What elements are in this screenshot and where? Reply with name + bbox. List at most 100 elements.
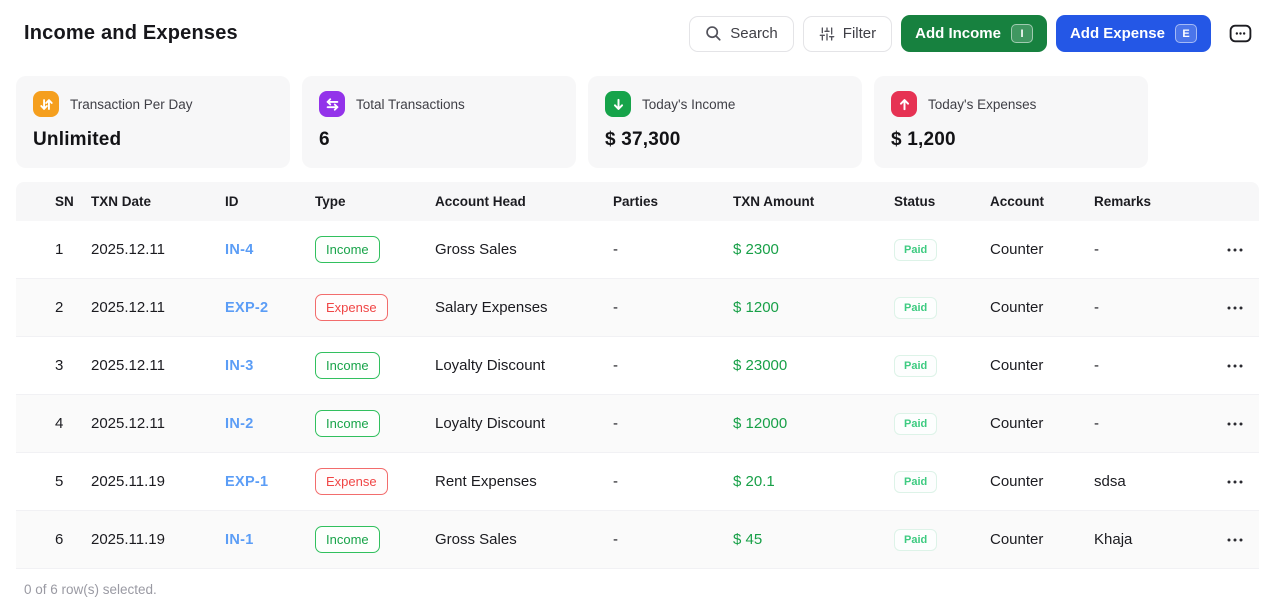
add-income-shortcut-badge: I <box>1010 24 1033 43</box>
cell-txn-date: 2025.12.11 <box>91 241 165 258</box>
table-body: 1 2025.12.11 IN-4 Income Gross Sales - $ 2300 P… <box>16 221 1259 569</box>
stat-value: $ 1,200 <box>891 129 956 150</box>
txn-id-link[interactable]: EXP-1 <box>225 474 269 490</box>
ellipsis-icon <box>1227 306 1243 310</box>
row-actions-button[interactable] <box>1227 306 1259 310</box>
ellipsis-icon <box>1227 248 1243 252</box>
column-header-id: ID <box>225 194 239 209</box>
search-button-label: Search <box>730 25 778 42</box>
cell-txn-date: 2025.12.11 <box>91 357 165 374</box>
cell-remarks: - <box>1094 415 1099 432</box>
more-options-button[interactable] <box>1226 20 1255 47</box>
arrows-up-down-icon <box>33 91 59 117</box>
cell-txn-amount: $ 23000 <box>733 357 788 374</box>
cell-account: Counter <box>990 241 1044 258</box>
cell-account-head: Rent Expenses <box>435 473 537 490</box>
add-expense-shortcut-badge: E <box>1175 24 1197 43</box>
stat-value: 6 <box>319 129 330 150</box>
cell-sn: 4 <box>55 415 64 432</box>
cell-sn: 3 <box>55 357 64 374</box>
cell-remarks: - <box>1094 357 1099 374</box>
ellipsis-icon <box>1227 538 1243 542</box>
cell-id: IN-2 <box>225 415 315 432</box>
type-badge: Expense <box>315 294 388 321</box>
column-header-type: Type <box>315 194 346 209</box>
add-expense-button[interactable]: Add Expense E <box>1055 15 1211 52</box>
cell-remarks: - <box>1094 299 1099 316</box>
table-row: 2 2025.12.11 EXP-2 Expense Salary Expenses - $… <box>16 279 1259 337</box>
table-header-row: SN TXN Date ID Type Account Head Parties TXN A… <box>16 182 1259 221</box>
cell-txn-amount: $ 2300 <box>733 241 779 258</box>
header-actions: Search Filter Add Income I Add Expense E <box>689 15 1255 52</box>
txn-id-link[interactable]: IN-4 <box>225 242 254 258</box>
row-actions-button[interactable] <box>1227 248 1259 252</box>
stat-card-total-transactions: Total Transactions 6 <box>302 76 576 168</box>
cell-txn-date: 2025.11.19 <box>91 531 165 548</box>
cell-account: Counter <box>990 415 1044 432</box>
cell-type: Expense <box>315 468 435 495</box>
cell-sn: 2 <box>55 299 64 316</box>
txn-id-link[interactable]: IN-1 <box>225 532 254 548</box>
cell-status: Paid <box>894 470 990 493</box>
type-badge: Income <box>315 526 380 553</box>
cell-type: Income <box>315 352 435 379</box>
txn-id-link[interactable]: EXP-2 <box>225 300 269 316</box>
row-actions-button[interactable] <box>1227 538 1259 542</box>
status-badge: Paid <box>894 528 938 551</box>
cell-account: Counter <box>990 531 1044 548</box>
cell-id: EXP-2 <box>225 299 315 316</box>
stat-card-todays-income: Today's Income $ 37,300 <box>588 76 862 168</box>
filter-sliders-icon <box>819 26 835 42</box>
cell-txn-amount: $ 20.1 <box>733 473 775 490</box>
cell-id: IN-4 <box>225 241 315 258</box>
cell-account-head: Salary Expenses <box>435 299 548 316</box>
cell-account: Counter <box>990 357 1044 374</box>
stat-value: $ 37,300 <box>605 129 681 150</box>
cell-parties: - <box>613 473 618 490</box>
cell-type: Income <box>315 410 435 437</box>
cell-parties: - <box>613 299 618 316</box>
cell-id: EXP-1 <box>225 473 315 490</box>
stat-label: Total Transactions <box>356 96 465 112</box>
cell-remarks: sdsa <box>1094 473 1126 490</box>
add-expense-button-label: Add Expense <box>1069 25 1165 42</box>
cell-account-head: Gross Sales <box>435 531 517 548</box>
column-header-parties: Parties <box>613 194 659 209</box>
table-row: 4 2025.12.11 IN-2 Income Loyalty Discount - $ … <box>16 395 1259 453</box>
add-income-button[interactable]: Add Income I <box>901 15 1047 52</box>
cell-status: Paid <box>894 354 990 377</box>
top-bar: Income and Expenses Search Filter A <box>0 0 1275 64</box>
column-header-txn-date: TXN Date <box>91 194 152 209</box>
txn-id-link[interactable]: IN-3 <box>225 358 254 374</box>
search-icon <box>705 25 722 42</box>
ellipsis-icon <box>1227 480 1243 484</box>
cell-parties: - <box>613 415 618 432</box>
stat-label: Today's Expenses <box>928 96 1037 112</box>
cell-id: IN-3 <box>225 357 315 374</box>
cell-status: Paid <box>894 296 990 319</box>
cell-sn: 5 <box>55 473 64 490</box>
txn-id-link[interactable]: IN-2 <box>225 416 254 432</box>
stat-cards: Transaction Per Day Unlimited Total Tran… <box>0 64 1275 168</box>
cell-txn-date: 2025.12.11 <box>91 299 165 316</box>
cell-txn-date: 2025.11.19 <box>91 473 165 490</box>
type-badge: Income <box>315 352 380 379</box>
row-actions-button[interactable] <box>1227 364 1259 368</box>
type-badge: Expense <box>315 468 388 495</box>
cell-remarks: Khaja <box>1094 531 1133 548</box>
column-header-account: Account <box>990 194 1044 209</box>
filter-button[interactable]: Filter <box>802 15 893 52</box>
cell-type: Income <box>315 236 435 263</box>
cell-txn-amount: $ 12000 <box>733 415 788 432</box>
row-actions-button[interactable] <box>1227 422 1259 426</box>
search-button[interactable]: Search <box>689 15 794 52</box>
cell-status: Paid <box>894 528 990 551</box>
row-actions-button[interactable] <box>1227 480 1259 484</box>
stat-card-transaction-per-day: Transaction Per Day Unlimited <box>16 76 290 168</box>
cell-id: IN-1 <box>225 531 315 548</box>
cell-parties: - <box>613 241 618 258</box>
cell-account-head: Loyalty Discount <box>435 415 546 432</box>
cell-type: Expense <box>315 294 435 321</box>
cell-account-head: Loyalty Discount <box>435 357 546 374</box>
cell-account: Counter <box>990 473 1044 490</box>
